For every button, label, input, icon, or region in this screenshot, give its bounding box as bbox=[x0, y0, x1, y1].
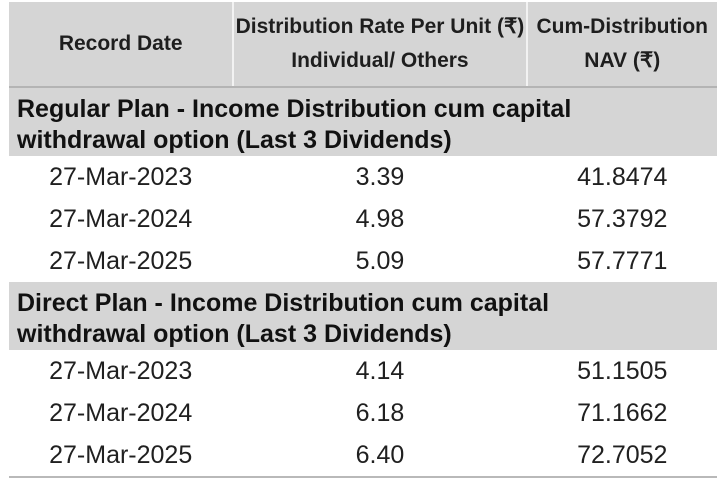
table-row: 27-Mar-2024 4.98 57.3792 bbox=[9, 198, 717, 240]
rate-cell: 5.09 bbox=[232, 246, 528, 276]
nav-cell: 57.3792 bbox=[577, 204, 668, 233]
section-title-line2: withdrawal option (Last 3 Dividends) bbox=[17, 320, 452, 348]
header-distribution-rate: Distribution Rate Per Unit (₹) Individua… bbox=[232, 2, 528, 86]
section-title-line1: Regular Plan - Income Distribution cum c… bbox=[17, 95, 572, 123]
record-date-cell: 27-Mar-2024 bbox=[49, 204, 193, 233]
table-header: Record Date Distribution Rate Per Unit (… bbox=[9, 2, 717, 88]
rate-cell: 6.18 bbox=[232, 398, 528, 428]
table-row: 27-Mar-2025 5.09 57.7771 bbox=[9, 240, 717, 282]
nav-cell: 51.1505 bbox=[577, 356, 668, 385]
record-date-cell: 27-Mar-2025 bbox=[49, 440, 193, 469]
record-date-cell: 27-Mar-2024 bbox=[49, 398, 193, 427]
table-row: 27-Mar-2024 6.18 71.1662 bbox=[9, 392, 717, 434]
record-date-cell: 27-Mar-2023 bbox=[49, 162, 193, 191]
section-title-direct: Direct Plan - Income Distribution cum ca… bbox=[9, 282, 717, 350]
nav-cell: 72.7052 bbox=[577, 440, 668, 469]
record-date-cell: 27-Mar-2025 bbox=[49, 246, 193, 275]
section-title-line1: Direct Plan - Income Distribution cum ca… bbox=[17, 289, 550, 317]
table-row: 27-Mar-2023 4.14 51.1505 bbox=[9, 350, 717, 392]
header-rate-line1: Distribution Rate Per Unit (₹) bbox=[235, 15, 525, 38]
nav-cell: 57.7771 bbox=[577, 246, 668, 275]
table-row: 27-Mar-2025 6.40 72.7052 bbox=[9, 434, 717, 476]
header-nav-line2: NAV (₹) bbox=[584, 49, 661, 72]
dividend-table: Record Date Distribution Rate Per Unit (… bbox=[9, 2, 717, 478]
section-title-line2: withdrawal option (Last 3 Dividends) bbox=[17, 126, 452, 154]
nav-cell: 41.8474 bbox=[577, 162, 668, 191]
header-nav-line1: Cum-Distribution bbox=[536, 15, 708, 38]
header-record-date-label: Record Date bbox=[58, 32, 183, 55]
section-title-regular: Regular Plan - Income Distribution cum c… bbox=[9, 88, 717, 156]
nav-cell: 71.1662 bbox=[577, 398, 668, 427]
record-date-cell: 27-Mar-2023 bbox=[49, 356, 193, 385]
table-row: 27-Mar-2023 3.39 41.8474 bbox=[9, 156, 717, 198]
header-record-date: Record Date bbox=[9, 2, 232, 86]
rate-cell: 3.39 bbox=[232, 162, 528, 192]
rate-cell: 4.14 bbox=[232, 356, 528, 386]
header-rate-line2: Individual/ Others bbox=[291, 49, 469, 72]
rate-cell: 6.40 bbox=[232, 440, 528, 470]
header-cum-nav: Cum-Distribution NAV (₹) bbox=[528, 2, 717, 86]
rate-cell: 4.98 bbox=[232, 204, 528, 234]
